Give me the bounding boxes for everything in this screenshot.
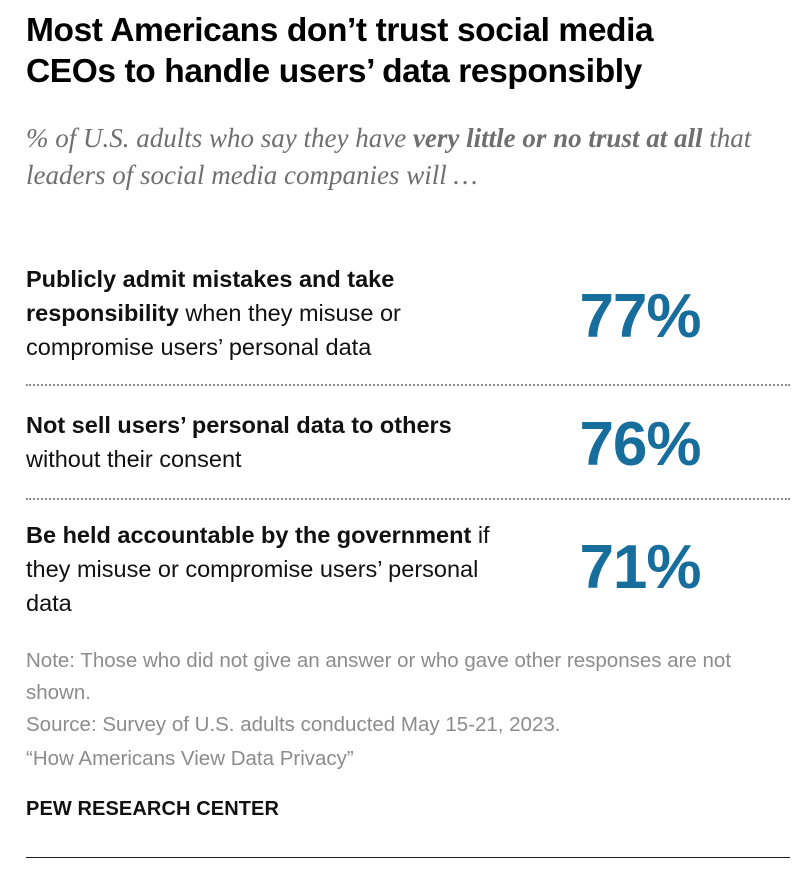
chart-subtitle: % of U.S. adults who say they have very … xyxy=(26,120,786,194)
row-label-2-rest: without their consent xyxy=(26,446,242,472)
row-label-2: Not sell users’ personal data to others … xyxy=(26,408,506,476)
row-label-3-rest: if they misuse or compromise users’ pers… xyxy=(26,522,490,616)
subtitle-bold: very little or no trust at all xyxy=(412,123,703,153)
row-label-1: Publicly admit mistakes and take respons… xyxy=(26,262,506,364)
report-title: “How Americans View Data Privacy” xyxy=(26,747,354,770)
row-label-1-bold: Publicly admit mistakes and take respons… xyxy=(26,266,395,326)
subtitle-part-1: % of U.S. adults who say they have xyxy=(26,123,413,153)
chart-source: Source: Survey of U.S. adults conducted … xyxy=(26,713,561,736)
brand-logo-text: PEW RESEARCH CENTER xyxy=(26,798,280,820)
row-label-1-rest: when they misuse or compromise users’ pe… xyxy=(26,300,401,360)
chart-title: Most Americans don’t trust social media … xyxy=(26,10,796,92)
bottom-rule xyxy=(26,857,790,858)
chart-title-line-2: CEOs to handle users’ data responsibly xyxy=(26,53,642,90)
row-label-3-bold: Be held accountable by the government xyxy=(26,522,472,548)
row-divider-2 xyxy=(26,498,790,500)
subtitle-part-2: that leaders of social media companies w… xyxy=(26,123,752,190)
row-value-2: 76% xyxy=(579,410,701,479)
chart-title-line-1: Most Americans don’t trust social media xyxy=(26,12,654,49)
row-value-1: 77% xyxy=(579,282,701,351)
row-divider-1 xyxy=(26,384,790,386)
row-label-3: Be held accountable by the government if… xyxy=(26,518,506,620)
row-value-3: 71% xyxy=(579,533,701,602)
row-label-2-bold: Not sell users’ personal data to others xyxy=(26,412,452,438)
chart-note: Note: Those who did not give an answer o… xyxy=(26,649,732,704)
